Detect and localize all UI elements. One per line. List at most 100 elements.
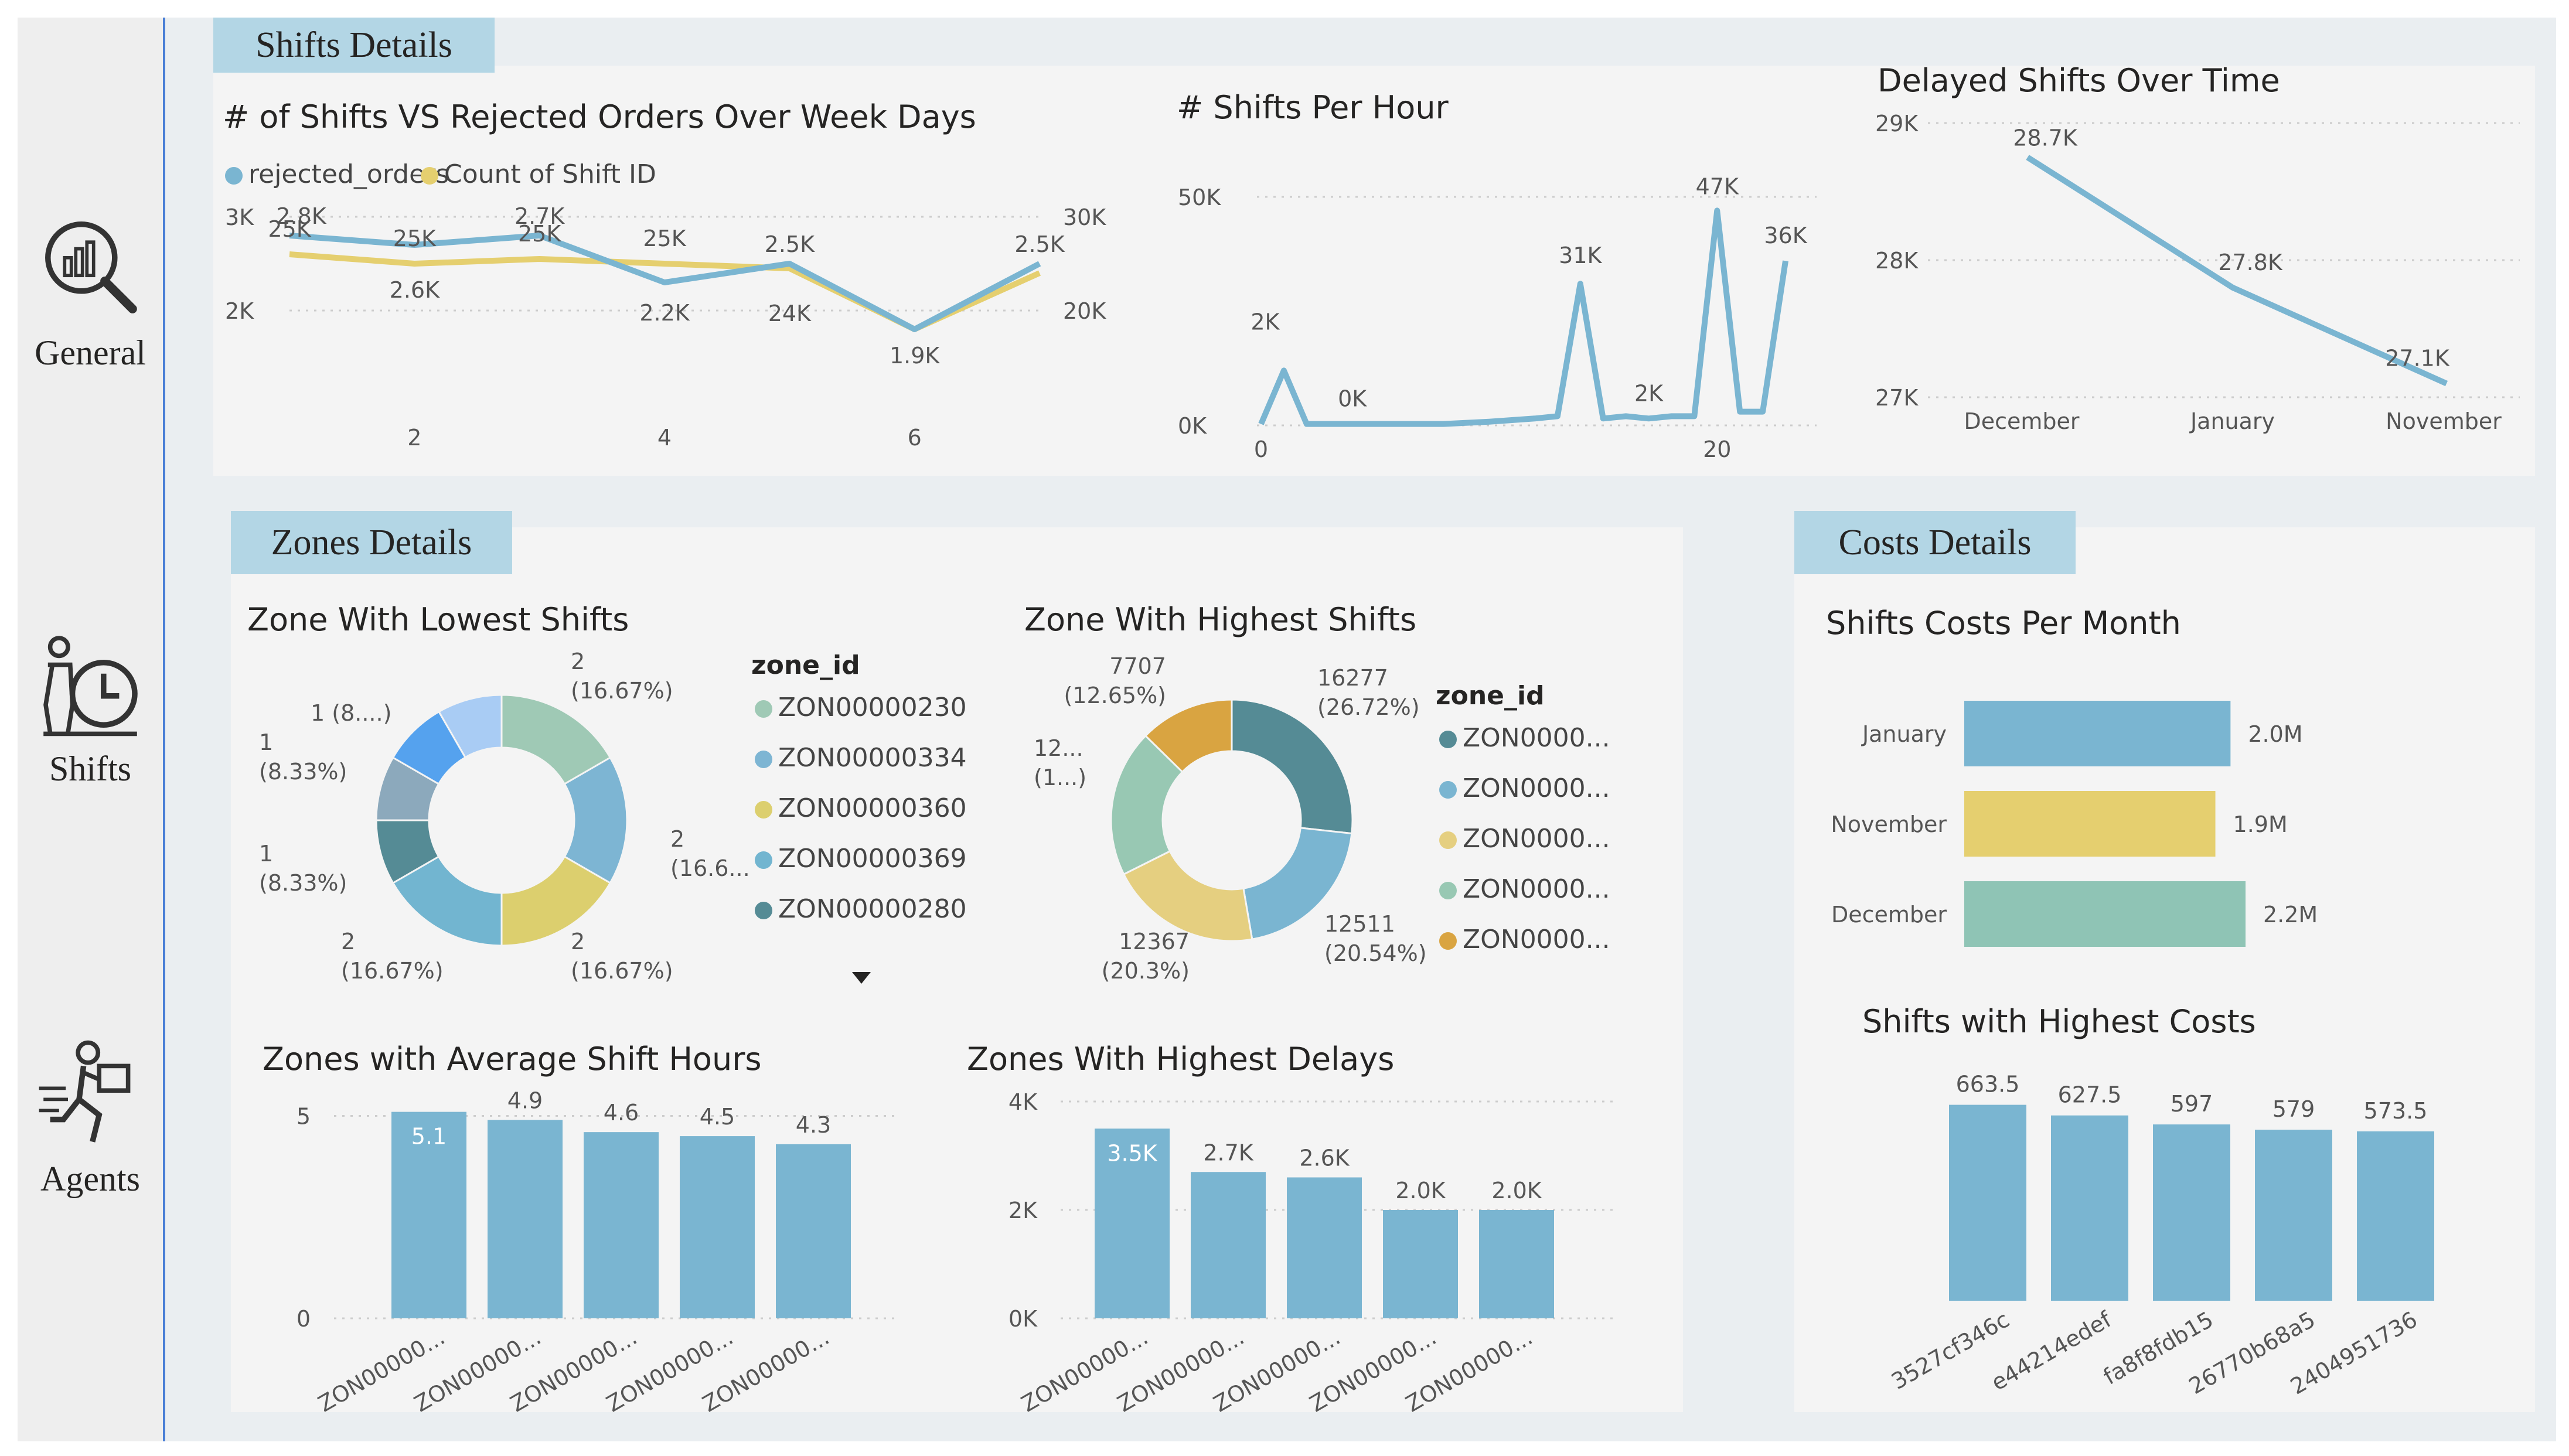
y-tick: 4K bbox=[1008, 1089, 1038, 1115]
slice-label-percent: (16.67%) bbox=[571, 678, 673, 704]
chart-title-per-hour: # Shifts Per Hour bbox=[1177, 89, 1449, 126]
legend-title-highest: zone_id bbox=[1436, 681, 1545, 711]
slice-label-percent: (20.3%) bbox=[1102, 958, 1190, 984]
lowest-slice bbox=[437, 694, 503, 759]
y-tick-label: January bbox=[1861, 721, 1947, 747]
chart-per-hour[interactable]: 0K 50K 0 20 2K 0K 31K 2K 47K 36K bbox=[1166, 152, 1840, 469]
nav-shifts[interactable]: Shifts bbox=[18, 627, 163, 789]
bar-data-label: 5.1 bbox=[411, 1124, 447, 1150]
legend-count-shift-id[interactable]: Count of Shift ID bbox=[421, 159, 656, 189]
data-label-count: 25K bbox=[393, 226, 437, 251]
legend-title-lowest: zone_id bbox=[751, 650, 860, 680]
section-tab-shifts[interactable]: Shifts Details bbox=[213, 18, 495, 73]
bar bbox=[2153, 1124, 2230, 1301]
legend-item-highest[interactable]: ZON0000... bbox=[1439, 773, 1610, 803]
data-label: 28.7K bbox=[2013, 125, 2078, 151]
bar-data-label: 579 bbox=[2272, 1096, 2315, 1122]
bar-data-label: 4.6 bbox=[604, 1100, 639, 1126]
y-tick-right: 20K bbox=[1063, 298, 1106, 324]
series-line-delayed bbox=[2026, 155, 2448, 387]
legend-item-highest[interactable]: ZON0000... bbox=[1439, 824, 1610, 854]
chart-title-highest: Zone With Highest Shifts bbox=[1024, 601, 1417, 638]
bar-data-label: 4.9 bbox=[507, 1087, 543, 1113]
chart-weekdays[interactable]: 2K 3K 20K 30K 2 4 6 2.8K 2.6K 2.7K 2.2K 2.5K 1.9K 2.5… bbox=[213, 176, 1127, 469]
bar-data-label: 597 bbox=[2171, 1091, 2213, 1117]
bar-data-label: 2.0M bbox=[2248, 721, 2302, 747]
chart-title-avg-hours: Zones with Average Shift Hours bbox=[263, 1041, 762, 1077]
legend-dot bbox=[755, 851, 772, 869]
section-tab-zones[interactable]: Zones Details bbox=[231, 511, 512, 574]
worker-clock-icon bbox=[43, 636, 138, 736]
data-label: 47K bbox=[1696, 173, 1739, 199]
legend-dot bbox=[1439, 781, 1457, 799]
chart-title-costs-month: Shifts Costs Per Month bbox=[1826, 605, 2181, 642]
bar bbox=[2051, 1115, 2128, 1301]
slice-label-percent: (26.72%) bbox=[1317, 694, 1420, 720]
slice-label-percent: (16.67%) bbox=[341, 958, 444, 984]
legend-scroll-down-icon[interactable] bbox=[850, 970, 873, 987]
chart-avg-hours[interactable]: 055.1ZON00000...4.9ZON00000...4.6ZON0000… bbox=[246, 1084, 914, 1412]
chart-title-highest-costs: Shifts with Highest Costs bbox=[1862, 1003, 2256, 1040]
bar-data-label: 2.7K bbox=[1203, 1140, 1253, 1165]
legend-dot bbox=[1439, 882, 1457, 899]
bar bbox=[1095, 1128, 1170, 1318]
legend-item-lowest[interactable]: ZON00000280 bbox=[755, 894, 967, 924]
bar-data-label: 2.2M bbox=[2263, 902, 2318, 928]
highest-slice bbox=[1122, 850, 1253, 942]
legend-dot bbox=[755, 700, 772, 718]
slice-label-value: 12511 bbox=[1324, 911, 1395, 937]
bar bbox=[1949, 1104, 2026, 1301]
legend-dot-rejected bbox=[225, 167, 243, 185]
bar bbox=[1964, 791, 2216, 857]
chart-title-delayed: Delayed Shifts Over Time bbox=[1878, 62, 2280, 99]
slice-label-value: 16277 bbox=[1317, 665, 1388, 691]
bar-data-label: 1.9M bbox=[2233, 811, 2288, 837]
chart-costs-month[interactable]: January 2.0M November 1.9M December 2.2M bbox=[1805, 680, 2531, 973]
legend-label: ZON0000... bbox=[1463, 773, 1610, 803]
chart-highest-shifts[interactable]: 16277 (26.72%) 12511 (20.54%) 12367 (20.3%) 12… bbox=[1020, 645, 1442, 996]
data-label: 2K bbox=[1634, 380, 1664, 406]
chart-highest-costs[interactable]: 663.53527cf346c627.5e44214edef597fa8f8fd… bbox=[1828, 1055, 2531, 1412]
nav-general[interactable]: General bbox=[18, 211, 163, 373]
legend-item-highest[interactable]: ZON0000... bbox=[1439, 874, 1610, 904]
slice-label-percent: (8.33%) bbox=[259, 759, 347, 785]
slice-label-value: 2 bbox=[571, 929, 585, 954]
legend-item-highest[interactable]: ZON0000... bbox=[1439, 723, 1610, 753]
slice-label-value: 2 bbox=[571, 649, 585, 674]
bar-chart-magnifier-icon bbox=[45, 221, 137, 313]
legend-label: ZON00000280 bbox=[778, 894, 967, 924]
bar-data-label: 573.5 bbox=[2364, 1098, 2428, 1124]
section-tab-costs[interactable]: Costs Details bbox=[1794, 511, 2076, 574]
y-tick: 50K bbox=[1178, 185, 1221, 210]
chart-lowest-shifts[interactable]: 2 (16.67%) 2 (16.6...) 2 (16.67%) 2 (16.67%) 1 (8… bbox=[234, 645, 750, 996]
chart-delays[interactable]: 0K2K4K3.5KZON00000...2.7KZON00000...2.6K… bbox=[967, 1084, 1635, 1412]
legend-dot bbox=[755, 801, 772, 819]
legend-item-highest[interactable]: ZON0000... bbox=[1439, 925, 1610, 954]
legend-item-lowest[interactable]: ZON00000334 bbox=[755, 743, 967, 773]
legend-item-lowest[interactable]: ZON00000360 bbox=[755, 793, 967, 823]
bar bbox=[1383, 1210, 1458, 1318]
nav-agents[interactable]: Agents bbox=[18, 1037, 163, 1199]
legend-label: ZON0000... bbox=[1463, 824, 1610, 854]
legend-rejected-orders[interactable]: rejected_orders bbox=[225, 159, 449, 189]
x-tick-label: 0 bbox=[1254, 437, 1268, 462]
legend-dot bbox=[755, 751, 772, 768]
chart-delayed[interactable]: 27K 28K 29K December January November 28.7K 27.… bbox=[1852, 105, 2526, 451]
legend-item-lowest[interactable]: ZON00000230 bbox=[755, 693, 967, 722]
chart-title-lowest: Zone With Lowest Shifts bbox=[247, 601, 629, 638]
y-tick: 5 bbox=[297, 1104, 311, 1130]
data-label-count: 25K bbox=[643, 226, 686, 251]
legend-label: ZON00000334 bbox=[778, 743, 967, 773]
lowest-slice bbox=[563, 756, 628, 885]
highest-slice bbox=[1144, 698, 1233, 773]
data-label-count: 25K bbox=[518, 221, 561, 247]
legend-item-lowest[interactable]: ZON00000369 bbox=[755, 844, 967, 874]
x-tick-label: November bbox=[2386, 408, 2502, 434]
data-label: 31K bbox=[1559, 243, 1602, 268]
slice-label-percent: (16.6...) bbox=[670, 855, 750, 881]
x-tick-label: 2 bbox=[407, 425, 421, 451]
legend-label: ZON0000... bbox=[1463, 874, 1610, 904]
bar bbox=[1964, 701, 2231, 766]
legend-dot bbox=[1439, 932, 1457, 950]
legend-label: ZON0000... bbox=[1463, 723, 1610, 753]
